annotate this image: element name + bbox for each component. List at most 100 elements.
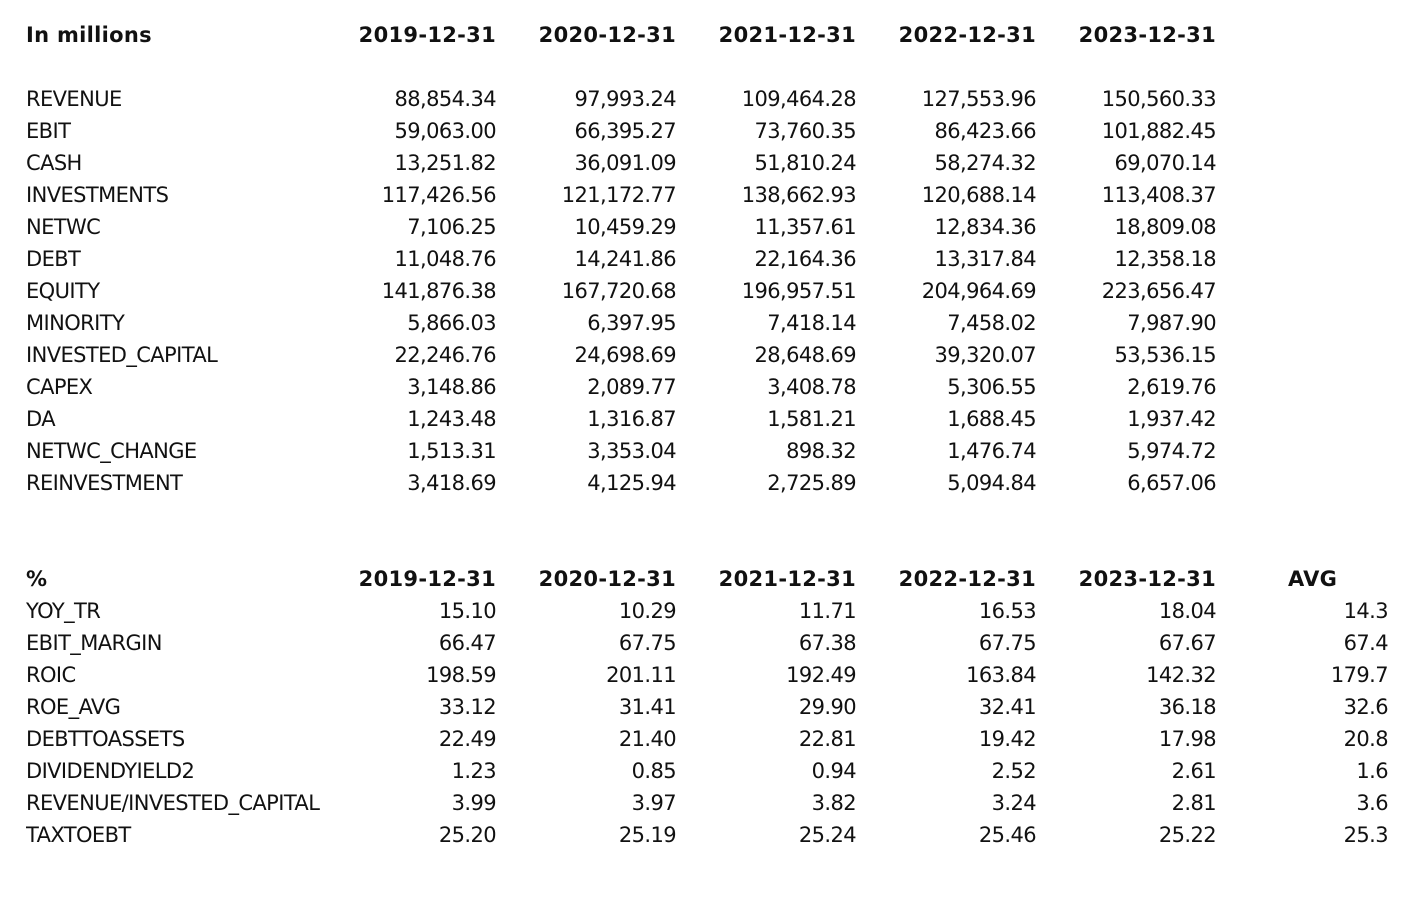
value-cell: 3.82 [811, 791, 857, 815]
value-cell: 179.7 [1330, 663, 1389, 687]
value-cell: 22,164.36 [754, 247, 857, 271]
value-cell: 167,720.68 [561, 279, 677, 303]
value-cell: 1,476.74 [947, 439, 1036, 463]
value-cell: 2.61 [1171, 759, 1217, 783]
value-cell: 33.12 [438, 695, 497, 719]
header-cell: AVG [1288, 567, 1338, 591]
value-cell: 67.67 [1158, 631, 1217, 655]
value-cell: 3.6 [1356, 791, 1388, 815]
row-label: ROE_AVG [26, 695, 121, 719]
value-cell: 7,987.90 [1127, 311, 1216, 335]
value-cell: 11,357.61 [754, 215, 857, 239]
row-label: ROIC [26, 663, 76, 687]
value-cell: 69,070.14 [1114, 151, 1217, 175]
header-cell: 2021-12-31 [718, 567, 856, 591]
value-cell: 1,316.87 [587, 407, 676, 431]
value-cell: 117,426.56 [381, 183, 497, 207]
row-label: DEBT [26, 247, 81, 271]
value-cell: 5,974.72 [1127, 439, 1216, 463]
value-cell: 196,957.51 [741, 279, 857, 303]
value-cell: 24,698.69 [574, 343, 677, 367]
value-cell: 101,882.45 [1101, 119, 1217, 143]
value-cell: 0.94 [811, 759, 857, 783]
value-cell: 3,148.86 [407, 375, 496, 399]
value-cell: 5,866.03 [407, 311, 496, 335]
value-cell: 3,353.04 [587, 439, 676, 463]
value-cell: 6,657.06 [1127, 471, 1216, 495]
value-cell: 198.59 [426, 663, 496, 687]
row-label: CASH [26, 151, 82, 175]
value-cell: 1,513.31 [407, 439, 496, 463]
value-cell: 2.81 [1171, 791, 1217, 815]
value-cell: 127,553.96 [921, 87, 1037, 111]
value-cell: 31.41 [618, 695, 677, 719]
value-cell: 25.20 [438, 823, 497, 847]
value-cell: 73,760.35 [754, 119, 857, 143]
header-cell: 2022-12-31 [898, 23, 1036, 47]
row-label: EBIT [26, 119, 71, 143]
value-cell: 21.40 [618, 727, 677, 751]
value-cell: 2.52 [991, 759, 1037, 783]
value-cell: 28,648.69 [754, 343, 857, 367]
value-cell: 18.04 [1158, 599, 1217, 623]
row-label: REVENUE [26, 87, 122, 111]
row-label: NETWC [26, 215, 101, 239]
value-cell: 12,834.36 [934, 215, 1037, 239]
row-label: REVENUE/INVESTED_CAPITAL [26, 791, 320, 815]
value-cell: 6,397.95 [587, 311, 676, 335]
value-cell: 36,091.09 [574, 151, 677, 175]
value-cell: 67.38 [798, 631, 857, 655]
value-cell: 13,317.84 [934, 247, 1037, 271]
value-cell: 25.3 [1343, 823, 1389, 847]
value-cell: 201.11 [606, 663, 676, 687]
value-cell: 25.19 [618, 823, 677, 847]
value-cell: 138,662.93 [741, 183, 857, 207]
value-cell: 142.32 [1146, 663, 1216, 687]
value-cell: 58,274.32 [934, 151, 1037, 175]
header-cell: 2020-12-31 [538, 567, 676, 591]
value-cell: 1.23 [451, 759, 497, 783]
value-cell: 3.24 [991, 791, 1037, 815]
value-cell: 223,656.47 [1101, 279, 1217, 303]
value-cell: 66,395.27 [574, 119, 677, 143]
value-cell: 10,459.29 [574, 215, 677, 239]
value-cell: 0.85 [631, 759, 677, 783]
header-cell: 2019-12-31 [358, 23, 496, 47]
value-cell: 10.29 [618, 599, 677, 623]
row-label: EQUITY [26, 279, 100, 303]
value-cell: 25.24 [798, 823, 857, 847]
value-cell: 2,725.89 [767, 471, 856, 495]
header-cell: 2021-12-31 [718, 23, 856, 47]
value-cell: 3,408.78 [767, 375, 856, 399]
value-cell: 109,464.28 [741, 87, 857, 111]
row-label: MINORITY [26, 311, 125, 335]
value-cell: 25.22 [1158, 823, 1217, 847]
value-cell: 1,243.48 [407, 407, 496, 431]
value-cell: 11,048.76 [394, 247, 497, 271]
value-cell: 67.4 [1343, 631, 1389, 655]
value-cell: 88,854.34 [394, 87, 497, 111]
value-cell: 898.32 [786, 439, 856, 463]
value-cell: 17.98 [1158, 727, 1217, 751]
value-cell: 14.3 [1343, 599, 1389, 623]
value-cell: 36.18 [1158, 695, 1217, 719]
value-cell: 11.71 [798, 599, 857, 623]
value-cell: 16.53 [978, 599, 1037, 623]
value-cell: 5,094.84 [947, 471, 1036, 495]
value-cell: 53,536.15 [1114, 343, 1217, 367]
value-cell: 97,993.24 [574, 87, 677, 111]
row-label: DA [26, 407, 56, 431]
value-cell: 2,089.77 [587, 375, 676, 399]
value-cell: 67.75 [978, 631, 1037, 655]
row-label: TAXTOEBT [26, 823, 131, 847]
header-cell: 2022-12-31 [898, 567, 1036, 591]
value-cell: 150,560.33 [1101, 87, 1217, 111]
value-cell: 19.42 [978, 727, 1037, 751]
value-cell: 141,876.38 [381, 279, 497, 303]
row-label: CAPEX [26, 375, 93, 399]
value-cell: 5,306.55 [947, 375, 1036, 399]
value-cell: 18,809.08 [1114, 215, 1217, 239]
header-cell: 2020-12-31 [538, 23, 676, 47]
row-label: NETWC_CHANGE [26, 439, 197, 463]
value-cell: 22.81 [798, 727, 857, 751]
